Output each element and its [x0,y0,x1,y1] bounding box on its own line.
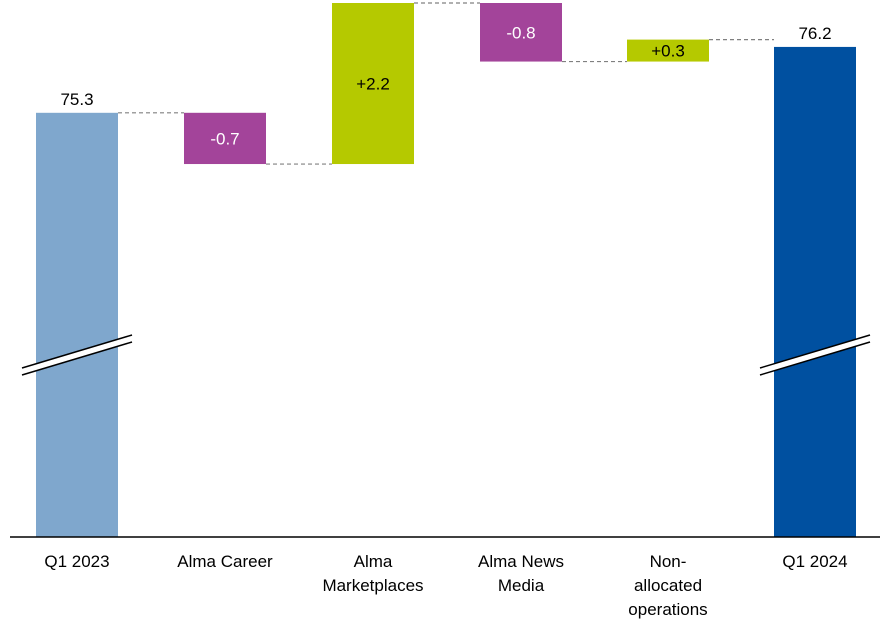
axis-break-gap-0 [22,335,132,375]
category-label-4: Non-allocated operations [628,552,707,619]
connector-lines [118,2,774,165]
category-label-line: Non- [650,552,687,571]
category-label-1: Alma Career [177,552,273,571]
value-label-4: +0.3 [651,42,685,61]
bar-3 [480,3,562,62]
value-label-0: 75.3 [60,90,93,109]
bar-0 [36,112,118,538]
value-label-2: +2.2 [356,75,390,94]
category-label-line: Q1 2024 [782,552,847,571]
category-label-line: allocated [634,576,702,595]
category-label-0: Q1 2023 [44,552,109,571]
category-label-line: Alma News [478,552,564,571]
category-label-2: Alma Marketplaces [322,552,423,595]
bar-2 [332,3,414,165]
axis-break-gap-5 [760,335,870,375]
axis-break-line-0-1 [21,341,133,376]
bar-4 [627,39,709,62]
category-label-5: Q1 2024 [782,552,847,571]
category-labels: Q1 2023 Alma Career Alma Marketplaces Alma N… [44,552,847,619]
category-label-line: operations [628,600,707,619]
value-label-1: -0.7 [210,129,239,148]
axis-breaks [21,334,871,376]
bars [36,3,856,538]
category-label-line: Q1 2023 [44,552,109,571]
value-labels: 75.3 -0.7 +2.2 -0.8 +0.3 76.2 [60,23,831,148]
category-label-line: Media [498,576,545,595]
category-label-line: Alma Career [177,552,273,571]
category-label-3: Alma News Media [478,552,564,595]
bar-1 [184,112,266,165]
axis-break-line-0-0 [21,334,133,369]
value-label-3: -0.8 [506,23,535,42]
bar-5 [774,46,856,538]
axis-break-line-5-0 [759,334,871,369]
category-label-line: Alma [354,552,393,571]
value-label-5: 76.2 [798,24,831,43]
axis-break-line-5-1 [759,341,871,376]
category-label-line: Marketplaces [322,576,423,595]
